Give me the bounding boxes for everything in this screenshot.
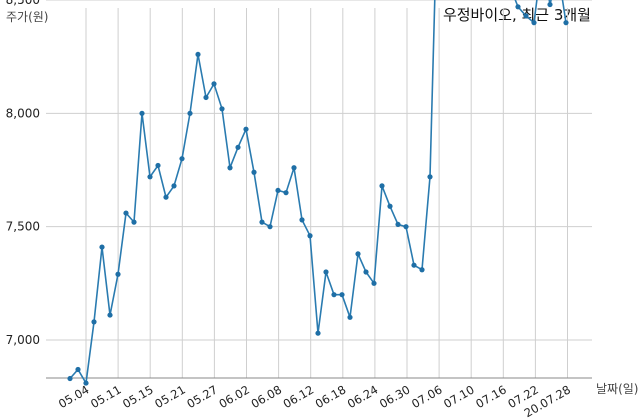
- price-data-point: [419, 267, 425, 273]
- price-data-point: [155, 162, 161, 169]
- price-data-point: [83, 380, 89, 386]
- price-data-point: [323, 269, 329, 275]
- price-data-point: [283, 190, 289, 196]
- price-data-point: [259, 219, 265, 225]
- x-tick-label: 06.18: [313, 382, 349, 411]
- price-data-point: [171, 183, 177, 189]
- price-data-point: [163, 194, 169, 200]
- y-tick-label: 8,500: [6, 0, 40, 7]
- price-data-point: [563, 20, 569, 26]
- x-tick-label: 06.30: [377, 382, 413, 411]
- price-data-point: [363, 269, 369, 275]
- x-tick-label: 07.16: [473, 382, 509, 411]
- price-data-point: [395, 221, 401, 228]
- price-data-point: [219, 106, 225, 112]
- price-data-point: [227, 165, 233, 171]
- x-tick-label: 07.10: [441, 382, 477, 411]
- price-data-point: [403, 224, 409, 230]
- price-data-point: [371, 280, 377, 286]
- price-data-point: [99, 244, 105, 250]
- y-axis-label: 주가(원): [6, 10, 49, 24]
- price-data-point: [379, 183, 385, 189]
- price-data-point: [251, 169, 257, 175]
- price-data-point: [67, 375, 73, 382]
- price-data-point: [211, 81, 217, 87]
- x-axis-label: 날짜(일): [596, 382, 639, 396]
- price-data-point: [187, 110, 193, 116]
- x-tick-label: 05.27: [184, 382, 220, 411]
- price-data-point: [307, 233, 313, 239]
- x-tick-label: 06.08: [249, 382, 285, 411]
- price-data-point: [291, 165, 297, 171]
- price-data-point: [355, 251, 361, 257]
- x-tick-label: 05.21: [152, 382, 188, 411]
- price-data-point: [331, 292, 337, 298]
- price-data-point: [523, 13, 529, 19]
- x-tick-label: 06.24: [345, 382, 381, 411]
- price-data-point: [75, 366, 81, 373]
- y-tick-label: 7,500: [6, 220, 40, 234]
- price-data-point: [203, 94, 209, 101]
- price-data-point: [107, 312, 113, 318]
- price-data-point: [115, 271, 121, 277]
- x-tick-label: 07.06: [409, 382, 445, 411]
- price-data-point: [267, 224, 273, 230]
- x-tick-label: 06.12: [281, 382, 317, 411]
- price-data-point: [147, 174, 153, 180]
- price-data-point: [387, 203, 393, 209]
- price-data-point: [547, 1, 553, 8]
- y-tick-label: 8,000: [6, 106, 40, 120]
- chart-title: 우정바이오, 최근 3개월: [442, 6, 591, 24]
- price-data-point: [139, 110, 145, 116]
- price-data-point: [315, 330, 321, 336]
- price-data-point: [347, 314, 353, 320]
- price-data-point: [411, 262, 417, 268]
- price-data-point: [179, 156, 185, 162]
- price-data-point: [531, 20, 537, 26]
- price-data-point: [427, 174, 433, 180]
- y-tick-label: 7,000: [6, 333, 40, 347]
- price-data-point: [299, 217, 305, 223]
- price-series-line: [69, 0, 567, 386]
- x-tick-label: 05.15: [120, 382, 156, 411]
- price-data-point: [235, 144, 241, 150]
- price-data-point: [123, 210, 129, 216]
- x-tick-label: 05.04: [56, 382, 92, 411]
- x-tick-label: 05.11: [88, 382, 124, 411]
- price-data-point: [339, 292, 345, 298]
- x-tick-label: 06.02: [216, 382, 252, 411]
- price-data-point: [515, 4, 521, 10]
- price-data-point: [91, 319, 97, 325]
- price-data-point: [195, 51, 201, 58]
- price-data-point: [131, 219, 137, 225]
- price-data-point: [275, 187, 281, 194]
- price-data-point: [243, 126, 249, 132]
